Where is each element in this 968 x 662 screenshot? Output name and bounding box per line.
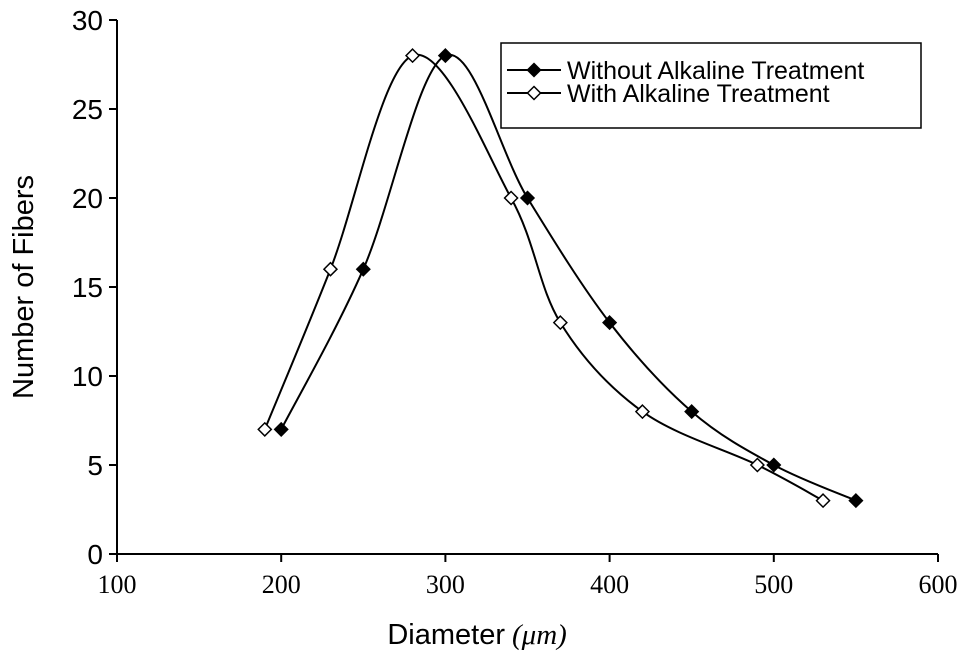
data-point-marker — [848, 493, 864, 509]
data-point-marker — [815, 493, 831, 509]
x-tick-label: 500 — [754, 570, 793, 599]
legend-label: With Alkaline Treatment — [567, 80, 830, 108]
x-tick-label: 400 — [590, 570, 629, 599]
y-axis-title: Number of Fibers — [8, 175, 40, 399]
x-tick-label: 200 — [262, 570, 301, 599]
data-point-marker — [322, 261, 339, 277]
y-tick-label: 5 — [87, 450, 103, 481]
ticks: 0 5 10 15 20 25 30 100 200 300 400 500 600 — [72, 5, 958, 599]
data-point-marker — [602, 315, 618, 331]
series-layer — [257, 48, 864, 509]
x-tick-label: 600 — [919, 570, 958, 599]
legend-marker — [526, 62, 542, 78]
data-point-marker — [519, 190, 536, 206]
y-tick-label: 10 — [72, 361, 103, 392]
data-point-marker — [766, 457, 782, 473]
y-tick-label: 30 — [72, 5, 103, 36]
legend-box — [500, 42, 922, 129]
x-axis-unit: (μm) — [512, 619, 567, 651]
data-point-marker — [437, 48, 453, 64]
data-point-marker — [257, 421, 273, 437]
x-axis-title: Diameter — [387, 619, 505, 651]
series-0 — [273, 48, 864, 509]
data-point-marker — [355, 261, 371, 277]
y-tick-label: 15 — [72, 272, 103, 303]
data-point-marker — [404, 48, 421, 64]
x-tick-label: 300 — [426, 570, 465, 599]
legend-label: Without Alkaline Treatment — [567, 57, 864, 85]
y-tick-label: 0 — [87, 539, 103, 570]
data-point-marker — [684, 404, 700, 420]
legend-marker — [526, 85, 542, 101]
data-point-marker — [552, 315, 568, 331]
y-tick-label: 20 — [72, 183, 103, 214]
data-point-marker — [749, 457, 765, 473]
series-1 — [257, 48, 831, 509]
data-point-marker — [634, 404, 651, 420]
x-tick-label: 100 — [98, 570, 137, 599]
data-point-marker — [273, 421, 289, 437]
y-tick-label: 25 — [72, 94, 103, 125]
data-point-marker — [503, 190, 519, 206]
